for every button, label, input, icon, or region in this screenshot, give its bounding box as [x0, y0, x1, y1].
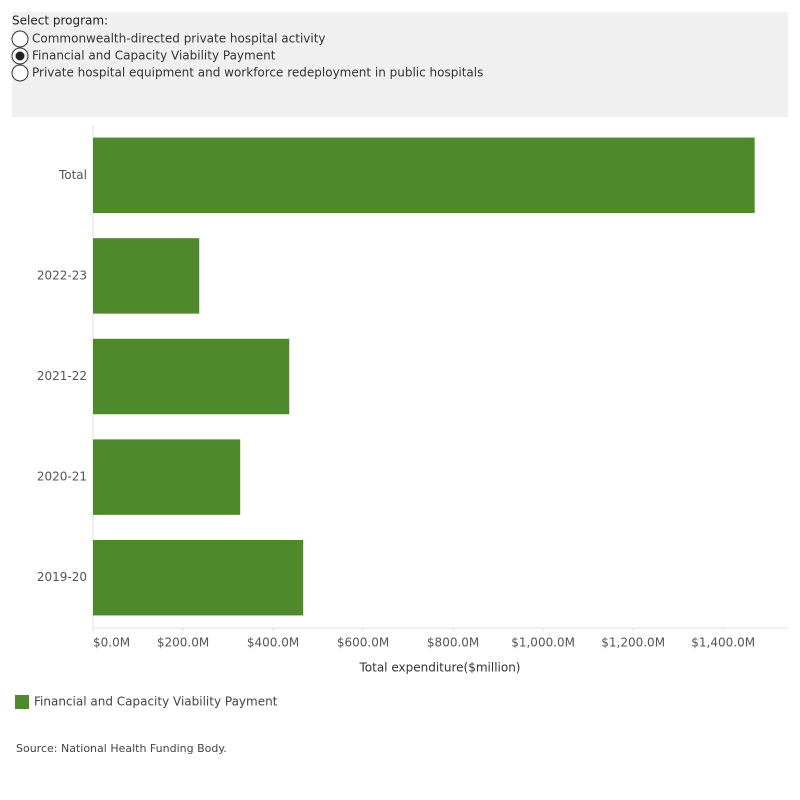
bar: [93, 238, 200, 314]
x-tick-label: $600.0M: [337, 636, 389, 650]
bar: [93, 137, 755, 214]
y-tick-label: 2022-23: [37, 268, 87, 282]
legend-swatch: [15, 695, 29, 709]
y-tick-label: 2019-20: [37, 570, 87, 584]
x-tick-label: $400.0M: [247, 636, 299, 650]
source-note: Source: National Health Funding Body.: [16, 742, 227, 755]
filter-label: Select program:: [12, 14, 108, 28]
y-tick-label: Total: [58, 168, 87, 182]
radio-option[interactable]: Private hospital equipment and workforce…: [32, 66, 483, 80]
legend-label: Financial and Capacity Viability Payment: [34, 695, 278, 709]
radio-button[interactable]: [11, 30, 29, 48]
bar: [93, 539, 304, 616]
radio-option[interactable]: Financial and Capacity Viability Payment: [32, 49, 276, 63]
x-axis-title: Total expenditure($million): [358, 661, 520, 675]
x-tick-label: $0.0M: [93, 636, 130, 650]
x-tick-label: $1,400.0M: [691, 636, 755, 650]
x-tick-label: $200.0M: [157, 636, 209, 650]
radio-dot[interactable]: [15, 51, 25, 61]
x-tick-label: $1,200.0M: [601, 636, 665, 650]
x-tick-label: $1,000.0M: [511, 636, 575, 650]
y-tick-label: 2021-22: [37, 369, 87, 383]
radio-option[interactable]: Commonwealth-directed private hospital a…: [32, 32, 326, 46]
bar: [93, 338, 290, 415]
x-tick-label: $800.0M: [427, 636, 479, 650]
radio-button[interactable]: [11, 64, 29, 82]
filter-panel: [12, 12, 788, 117]
bar: [93, 439, 241, 515]
y-tick-label: 2020-21: [37, 470, 87, 484]
